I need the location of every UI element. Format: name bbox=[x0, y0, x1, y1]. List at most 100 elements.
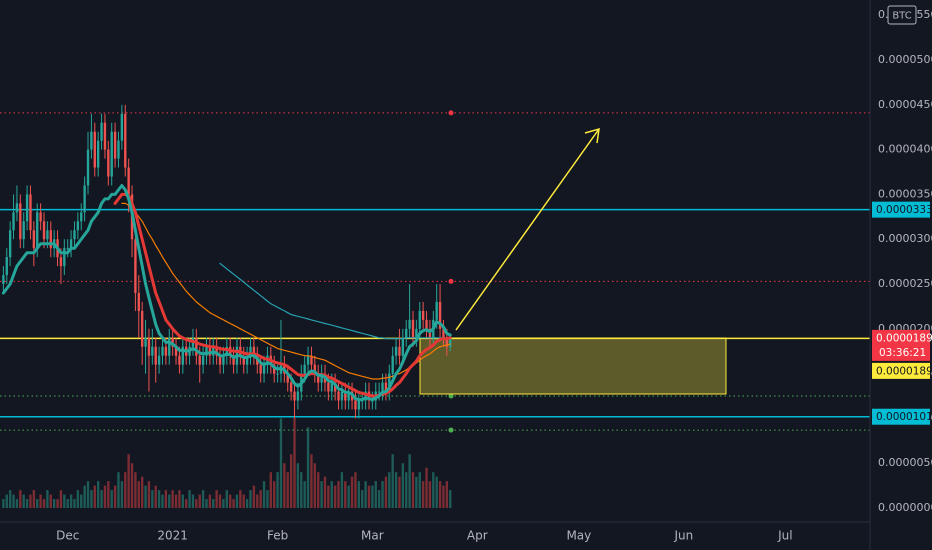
volume-bar bbox=[273, 481, 276, 509]
y-tick-label: 0.00000500 bbox=[878, 456, 932, 469]
x-tick-label: Jul bbox=[777, 529, 792, 543]
volume-bar bbox=[218, 494, 222, 509]
volume-bar bbox=[354, 472, 357, 509]
volume-bar bbox=[5, 494, 8, 509]
volume-bar bbox=[151, 490, 154, 509]
candle-body bbox=[218, 355, 222, 365]
volume-bar bbox=[171, 490, 174, 509]
candle-body bbox=[249, 346, 252, 356]
volume-bar bbox=[425, 467, 428, 509]
level-badge bbox=[872, 201, 930, 218]
y-tick-label: 0.00003000 bbox=[878, 232, 932, 245]
candle-body bbox=[49, 230, 52, 249]
volume-bar bbox=[438, 481, 442, 509]
volume-bar bbox=[66, 499, 69, 509]
candle-body bbox=[415, 328, 418, 338]
volume-bar bbox=[313, 463, 317, 509]
volume-bar bbox=[15, 499, 19, 509]
volume-bar bbox=[347, 485, 350, 509]
level-badge-label: 0.00001894 bbox=[876, 365, 932, 377]
candle-body bbox=[205, 346, 208, 356]
candle-body bbox=[293, 391, 296, 401]
arrow-head bbox=[584, 127, 600, 144]
candle-body bbox=[32, 230, 36, 249]
volume-bar bbox=[388, 472, 391, 509]
volume-bar bbox=[117, 472, 120, 509]
volume-bar bbox=[134, 472, 137, 509]
volume-bar bbox=[42, 499, 46, 509]
moving-averages bbox=[1, 184, 452, 402]
volume-bar bbox=[100, 490, 103, 509]
volume-bar bbox=[306, 427, 310, 509]
volume-bar bbox=[168, 494, 171, 509]
candle-body bbox=[377, 391, 381, 393]
volume-bar bbox=[445, 481, 449, 509]
volume-bar bbox=[310, 454, 313, 509]
candle-body bbox=[442, 328, 445, 338]
volume-bar bbox=[405, 472, 408, 509]
candle-body bbox=[5, 257, 8, 276]
candle-body bbox=[12, 212, 15, 231]
candle-body bbox=[19, 203, 22, 240]
volume-bar bbox=[259, 490, 262, 509]
volume-bar bbox=[137, 481, 140, 509]
volume-bar bbox=[59, 490, 63, 509]
candle-body bbox=[59, 257, 63, 267]
candle-body bbox=[39, 212, 42, 222]
volume-bar bbox=[127, 454, 130, 509]
level-badge bbox=[872, 362, 930, 379]
volume-bar bbox=[242, 494, 245, 509]
volume-bar bbox=[252, 485, 256, 509]
volume-bar bbox=[235, 494, 239, 509]
candle-body bbox=[127, 167, 130, 195]
volume-bar bbox=[191, 494, 195, 509]
currency-badge bbox=[887, 5, 917, 25]
volume-bar bbox=[344, 481, 347, 509]
volume-bar bbox=[232, 499, 235, 509]
volume-bar bbox=[157, 490, 161, 509]
volume-bar bbox=[86, 481, 90, 509]
volume-bar bbox=[415, 476, 418, 509]
volume-bar bbox=[83, 485, 86, 509]
volume-bar bbox=[73, 499, 76, 509]
candle-body bbox=[168, 337, 171, 356]
candle-body bbox=[178, 355, 181, 365]
candle-body bbox=[354, 400, 357, 410]
volume-bar bbox=[2, 499, 5, 509]
volume-bar bbox=[113, 485, 117, 509]
volume-bar bbox=[201, 490, 205, 509]
x-tick-label: Jun bbox=[673, 529, 693, 543]
candle-body bbox=[327, 382, 330, 392]
volume-bar bbox=[25, 499, 29, 509]
volume-bar bbox=[350, 476, 354, 509]
volume-bar bbox=[303, 481, 306, 509]
x-tick-label: May bbox=[566, 529, 591, 543]
candle-body bbox=[388, 373, 391, 392]
candle-body bbox=[357, 400, 361, 410]
volume-bar bbox=[174, 494, 178, 509]
candle-body bbox=[181, 346, 184, 365]
candle-body bbox=[438, 301, 442, 329]
candle-body bbox=[262, 364, 266, 374]
candles bbox=[2, 104, 452, 419]
candle-body bbox=[96, 140, 100, 168]
candle-body bbox=[15, 203, 19, 213]
candle-body bbox=[103, 122, 107, 150]
candle-body bbox=[303, 364, 306, 374]
x-tick-label: Dec bbox=[56, 529, 79, 543]
candle-body bbox=[22, 221, 25, 240]
candle-body bbox=[286, 373, 289, 383]
candle-body bbox=[147, 337, 151, 356]
candle-body bbox=[161, 346, 164, 356]
volume-bar bbox=[181, 494, 184, 509]
candle-body bbox=[317, 373, 320, 383]
candle-body bbox=[259, 364, 262, 374]
candle-body bbox=[110, 131, 113, 177]
volume-bar bbox=[323, 476, 327, 509]
candle-body bbox=[42, 221, 46, 240]
candle-body bbox=[394, 346, 398, 356]
candle-body bbox=[391, 355, 394, 374]
